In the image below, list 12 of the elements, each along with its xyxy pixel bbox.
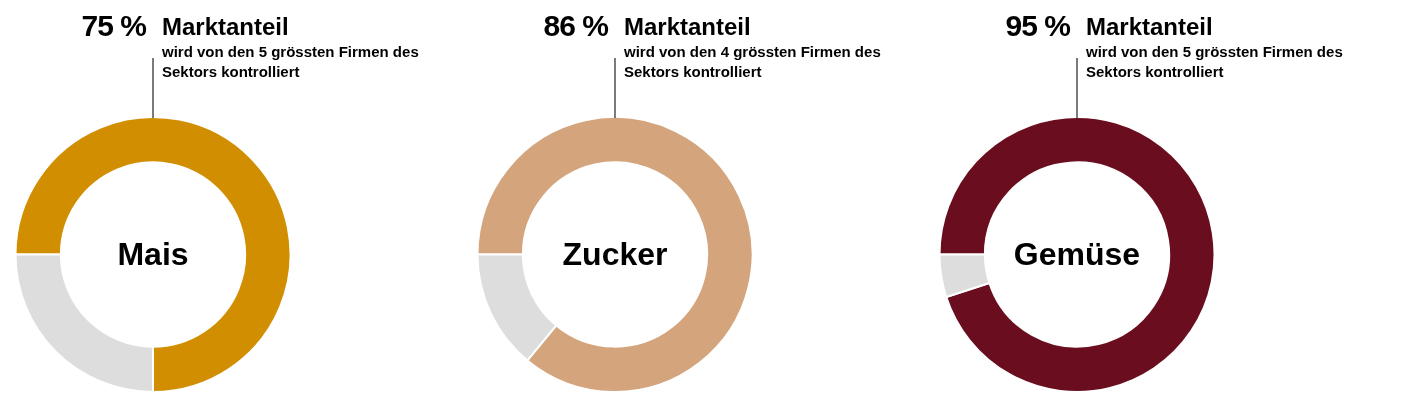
- text: Mais: [116, 235, 190, 273]
- text: wird von den 5 grössten Firmen des Sektors kontrolliert: [162, 42, 420, 82]
- text: Zucker: [561, 235, 669, 273]
- slice-label: Marktanteil: [1086, 12, 1213, 42]
- text: wird von den 5 grössten Firmen des Sektors kontrolliert: [1086, 42, 1344, 82]
- data-label: 86 %: [543, 8, 608, 44]
- data-label: 95 %: [1005, 8, 1070, 44]
- slice-label: Marktanteil: [624, 12, 751, 42]
- text: wird von den 4 grössten Firmen des Sektors kontrolliert: [624, 42, 882, 82]
- slice-label: Marktanteil: [162, 12, 289, 42]
- data-label: 75 %: [81, 8, 146, 44]
- text: Gemüse: [1012, 235, 1142, 273]
